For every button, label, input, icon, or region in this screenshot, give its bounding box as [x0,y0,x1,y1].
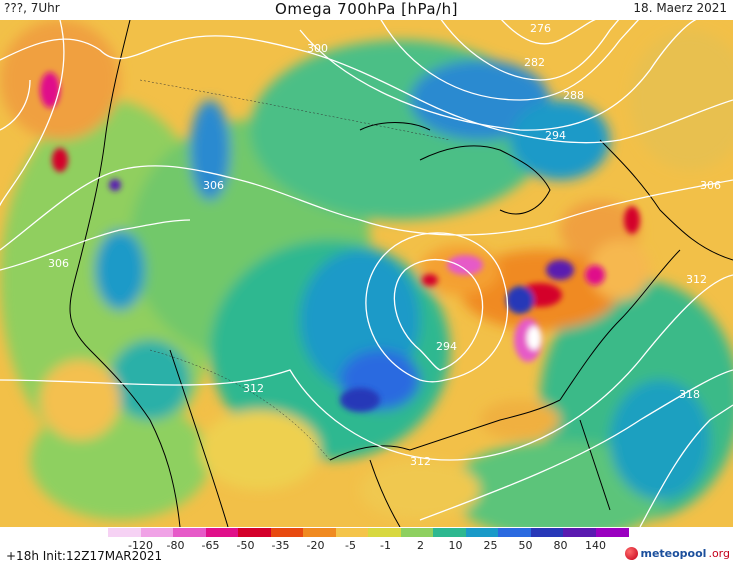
legend-swatch [433,528,466,537]
contour-label: 282 [524,56,545,69]
legend-swatch [238,528,271,537]
brand-name: meteopool [640,547,707,560]
contour-label: 288 [563,89,584,102]
forecast-info: +18h Init:12Z17MAR2021 [6,549,163,563]
valid-date: 18. Maerz 2021 [633,1,727,15]
location-time: ???, 7Uhr [4,1,60,15]
legend-tick-label: -35 [271,539,290,552]
contour-label: 312 [686,273,707,286]
logo-icon [625,547,639,560]
legend-tick-label: -50 [236,539,255,552]
contour-label: 294 [436,340,457,353]
legend-tick-label: -80 [166,539,185,552]
legend-swatch [205,528,239,537]
omega-field-svg: 276 282 288 294 300 306 306 306 312 312 … [0,20,733,527]
legend-swatch [303,528,336,537]
legend-tick-label: 80 [553,539,568,552]
weather-map[interactable]: 276 282 288 294 300 306 306 306 312 312 … [0,20,733,527]
legend-swatch [563,528,596,537]
legend-swatch [108,528,141,537]
contour-label: 276 [530,22,551,35]
legend-swatch [498,528,531,537]
legend-tick-label: 10 [448,539,463,552]
legend-swatch [400,528,434,537]
contour-label: 306 [700,179,721,192]
legend-tick-label: -120 [128,539,153,552]
legend-swatch [368,528,401,537]
contour-label: 300 [307,42,328,55]
contour-label: 306 [203,179,224,192]
legend-tick-label: -5 [345,539,356,552]
legend-swatch [595,528,629,537]
contour-label: 312 [243,382,264,395]
contour-label: 312 [410,455,431,468]
map-title: Omega 700hPa [hPa/h] [275,0,458,18]
legend-swatch [530,528,564,537]
convective-cells [40,72,640,412]
contour-label: 306 [48,257,69,270]
legend-swatch [140,528,174,537]
contour-label: 318 [679,388,700,401]
brand-suffix: .org [708,547,730,560]
color-legend [108,528,629,537]
legend-swatch [270,528,304,537]
legend-tick-label: 50 [518,539,533,552]
borders [139,79,451,461]
legend-tick-label: 2 [417,539,424,552]
omega-field [0,20,733,527]
contour-label: 294 [545,129,566,142]
legend-tick-label: -1 [380,539,391,552]
legend-swatch [465,528,499,537]
legend-tick-label: -65 [201,539,220,552]
legend-tick-label: -20 [306,539,325,552]
legend-tick-label: 25 [483,539,498,552]
contour-labels: 276 282 288 294 300 306 306 306 312 312 … [48,22,721,468]
header-bar: ???, 7Uhr Omega 700hPa [hPa/h] 18. Maerz… [0,0,733,20]
coastlines [69,20,733,527]
legend-swatch [335,528,369,537]
brand-logo[interactable]: meteopool .org [625,547,730,560]
legend-tick-label: 140 [585,539,606,552]
height-contours [0,20,733,527]
legend-swatch [173,528,206,537]
